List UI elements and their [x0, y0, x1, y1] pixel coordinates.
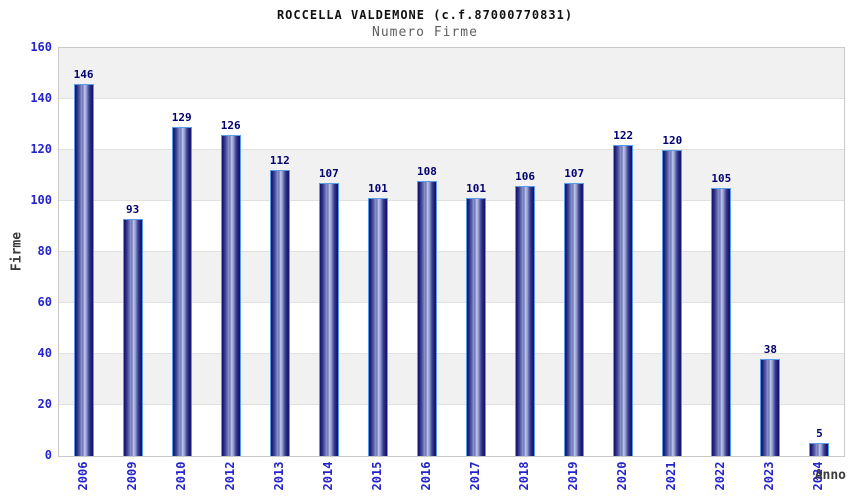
x-tick-label: 2019: [566, 461, 581, 491]
y-tick-label: 160: [30, 40, 52, 54]
bar-value-label: 129: [171, 111, 192, 124]
bar-value-label: 106: [515, 170, 536, 183]
gridline: [59, 149, 844, 150]
x-tick-label: 2017: [468, 461, 483, 491]
bar-value-label: 5: [816, 427, 823, 440]
y-tick-label: 0: [44, 448, 52, 462]
bar-2006: [73, 84, 94, 456]
bar-2014: [318, 183, 339, 456]
x-axis-ticks: 2006 2009 2010 2012 2013 2014 2015 2016 2017 2018…: [58, 456, 843, 500]
bar-value-label: 101: [367, 182, 388, 195]
bar-value-label: 120: [662, 134, 683, 147]
y-tick-label: 60: [37, 295, 52, 309]
gridline: [59, 353, 844, 354]
y-tick-label: 140: [30, 91, 52, 105]
y-tick-label: 40: [37, 346, 52, 360]
bar-2018: [515, 186, 536, 456]
bar-2009: [122, 219, 143, 456]
x-tick-label: 2016: [418, 461, 433, 491]
y-tick-label: 80: [37, 244, 52, 258]
gridline: [59, 251, 844, 252]
x-tick-label: 2018: [517, 461, 532, 491]
bar-value-label: 107: [564, 167, 585, 180]
bar-2021: [662, 150, 683, 456]
bar-2024: [809, 443, 830, 456]
x-tick-label: 2006: [75, 461, 90, 491]
x-tick-label: 2022: [713, 461, 728, 491]
gridline: [59, 404, 844, 405]
bar-2022: [711, 188, 732, 456]
x-tick-label: 2012: [222, 461, 237, 491]
x-axis-title: Anno: [814, 468, 846, 483]
grid-band: [59, 48, 844, 99]
plot-area: 146 93 129 126 112 107 101 108 101 106 107 122 120 10…: [58, 47, 845, 457]
bar-2020: [613, 145, 634, 456]
bar-2016: [416, 181, 437, 456]
y-axis-ticks: 0 20 40 60 80 100 120 140 160: [0, 40, 52, 462]
x-tick-label: 2021: [664, 461, 679, 491]
x-tick-label: 2014: [320, 461, 335, 491]
y-tick-label: 100: [30, 193, 52, 207]
bar-2015: [367, 198, 388, 456]
bar-value-label: 107: [318, 167, 339, 180]
bar-value-label: 108: [417, 165, 437, 178]
bar-value-label: 126: [220, 119, 241, 132]
bar-value-label: 146: [73, 68, 94, 81]
chart-title: ROCCELLA VALDEMONE (c.f.87000770831): [276, 8, 574, 22]
x-tick-label: 2020: [615, 461, 630, 491]
y-tick-label: 20: [37, 397, 52, 411]
x-tick-label: 2015: [369, 461, 384, 491]
x-tick-label: 2013: [271, 461, 286, 491]
x-tick-label: 2010: [173, 461, 188, 491]
bar-2017: [466, 198, 487, 456]
bar-2010: [171, 127, 192, 456]
x-tick-label: 2009: [124, 461, 139, 491]
bar-value-label: 105: [711, 172, 732, 185]
bar-value-label: 101: [466, 182, 486, 195]
x-tick-label: 2023: [762, 461, 777, 491]
bar-2023: [760, 359, 781, 456]
bar-2013: [269, 170, 290, 456]
chart-subtitle: Numero Firme: [372, 25, 478, 40]
gridline: [59, 302, 844, 303]
bar-value-label: 112: [269, 154, 290, 167]
bar-2019: [564, 183, 585, 456]
bar-2012: [220, 135, 241, 456]
bar-value-label: 93: [125, 203, 140, 216]
gridline: [59, 200, 844, 201]
y-tick-label: 120: [30, 142, 52, 156]
gridline: [59, 98, 844, 99]
bar-value-label: 122: [613, 129, 634, 142]
bar-value-label: 38: [763, 343, 778, 356]
